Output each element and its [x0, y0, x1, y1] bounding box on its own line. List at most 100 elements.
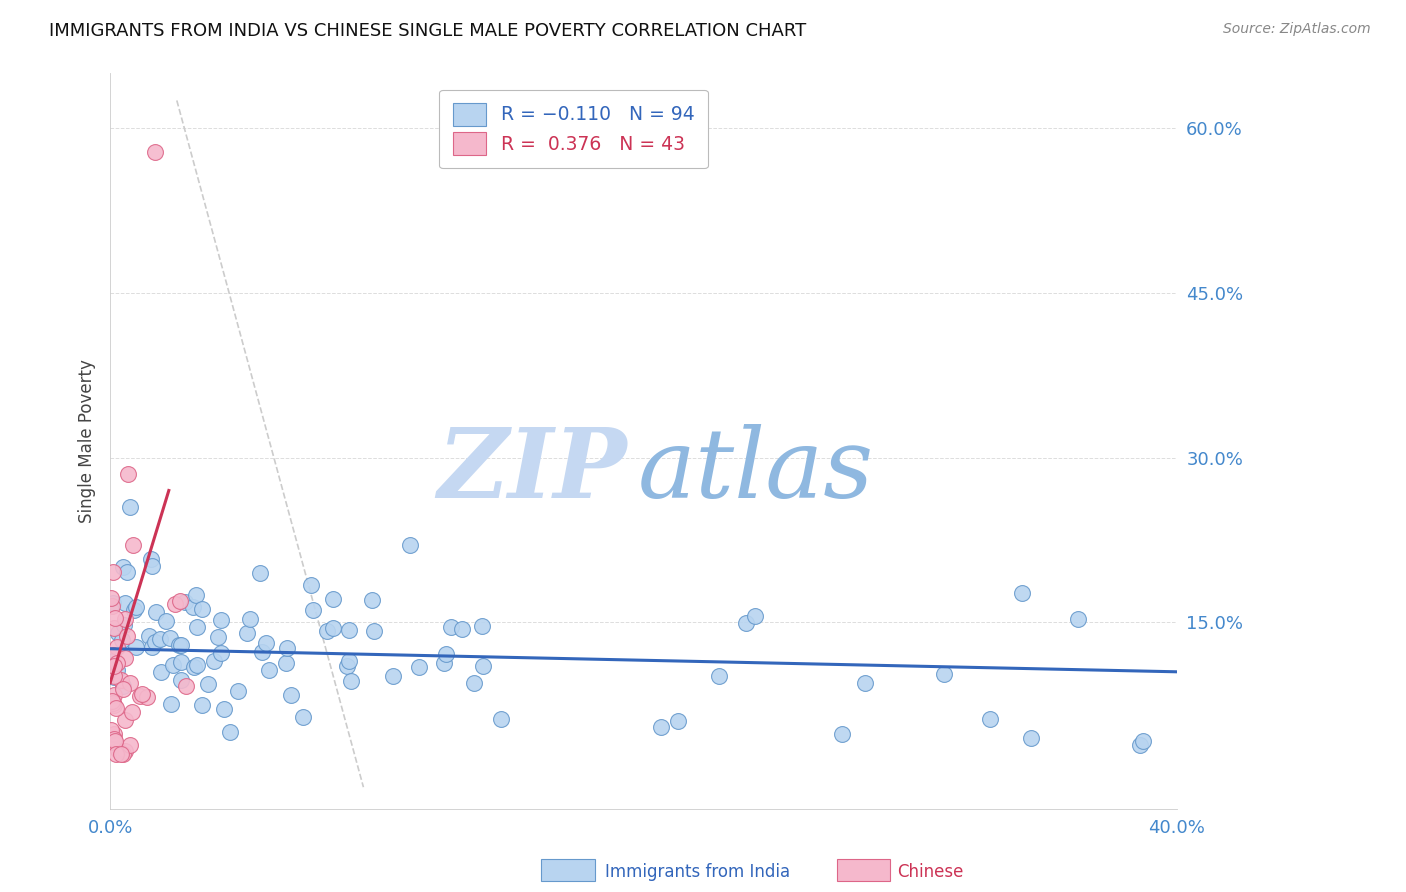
Point	[186, 657, 208, 672]
Point	[141, 640, 163, 655]
Point	[302, 603, 325, 617]
Point	[149, 665, 172, 679]
Legend: R = −0.110   N = 94, R =  0.376   N = 43: R = −0.110 N = 94, R = 0.376 N = 43	[440, 90, 709, 169]
Point	[112, 560, 135, 574]
Point	[117, 467, 139, 481]
Point	[135, 690, 157, 704]
Point	[197, 677, 219, 691]
Y-axis label: Single Male Poverty: Single Male Poverty	[79, 359, 96, 523]
Point	[125, 600, 148, 615]
Point	[340, 674, 363, 689]
Point	[666, 714, 689, 728]
Point	[159, 631, 181, 645]
Point	[1019, 731, 1042, 745]
Point	[103, 727, 125, 741]
Point	[141, 558, 163, 573]
Point	[114, 713, 136, 727]
Point	[143, 635, 166, 649]
Point	[163, 598, 186, 612]
Point	[1011, 586, 1033, 600]
Point	[170, 673, 193, 687]
Point	[322, 591, 344, 606]
Point	[101, 599, 124, 613]
Point	[236, 625, 259, 640]
Point	[104, 701, 127, 715]
Point	[299, 578, 322, 592]
Point	[381, 669, 404, 683]
Point	[121, 705, 143, 719]
Text: ZIP: ZIP	[437, 424, 627, 517]
Point	[450, 622, 472, 636]
Point	[104, 611, 127, 625]
Point	[107, 626, 129, 640]
Point	[254, 635, 277, 649]
Point	[122, 602, 145, 616]
Point	[650, 720, 672, 734]
Point	[131, 687, 153, 701]
Point	[103, 669, 125, 683]
Point	[1132, 734, 1154, 748]
Point	[471, 658, 494, 673]
Point	[239, 612, 262, 626]
Point	[103, 688, 125, 702]
Point	[183, 660, 205, 674]
Point	[101, 696, 124, 710]
Point	[186, 620, 208, 634]
Point	[121, 538, 143, 552]
Point	[433, 657, 456, 671]
Point	[831, 727, 853, 741]
Text: atlas: atlas	[638, 424, 875, 517]
Point	[103, 621, 125, 635]
Point	[291, 710, 314, 724]
Point	[107, 743, 129, 757]
Point	[101, 596, 124, 610]
Point	[316, 624, 339, 639]
Point	[209, 646, 232, 660]
Point	[434, 647, 457, 661]
Point	[105, 656, 128, 670]
Point	[209, 613, 232, 627]
Point	[111, 680, 134, 694]
Point	[145, 606, 167, 620]
Point	[100, 591, 122, 606]
Point	[101, 694, 124, 708]
Text: Immigrants from India: Immigrants from India	[605, 863, 790, 881]
Point	[104, 734, 127, 748]
Text: Chinese: Chinese	[897, 863, 963, 881]
Point	[128, 689, 150, 703]
Point	[105, 640, 128, 655]
Point	[103, 670, 125, 684]
Point	[322, 621, 344, 635]
Point	[337, 624, 360, 638]
Point	[204, 653, 226, 667]
Point	[120, 739, 142, 753]
Point	[105, 747, 128, 762]
Text: Source: ZipAtlas.com: Source: ZipAtlas.com	[1223, 22, 1371, 37]
Point	[103, 731, 125, 746]
Point	[110, 673, 132, 688]
Point	[101, 658, 124, 673]
Point	[280, 688, 302, 702]
Point	[257, 663, 280, 677]
Point	[979, 712, 1001, 726]
Point	[112, 682, 135, 697]
Point	[399, 538, 422, 552]
Point	[471, 619, 494, 633]
Point	[114, 651, 136, 665]
Point	[114, 744, 136, 758]
Point	[101, 735, 124, 749]
Point	[169, 594, 191, 608]
Point	[120, 500, 142, 514]
Point	[440, 620, 463, 634]
Point	[1129, 739, 1152, 753]
Point	[149, 632, 172, 646]
Point	[744, 609, 766, 624]
Point	[105, 663, 128, 677]
Point	[101, 648, 124, 663]
Point	[336, 659, 359, 673]
Text: IMMIGRANTS FROM INDIA VS CHINESE SINGLE MALE POVERTY CORRELATION CHART: IMMIGRANTS FROM INDIA VS CHINESE SINGLE …	[49, 22, 807, 40]
Point	[191, 698, 214, 712]
Point	[124, 640, 146, 655]
Point	[226, 683, 249, 698]
Point	[184, 588, 207, 602]
